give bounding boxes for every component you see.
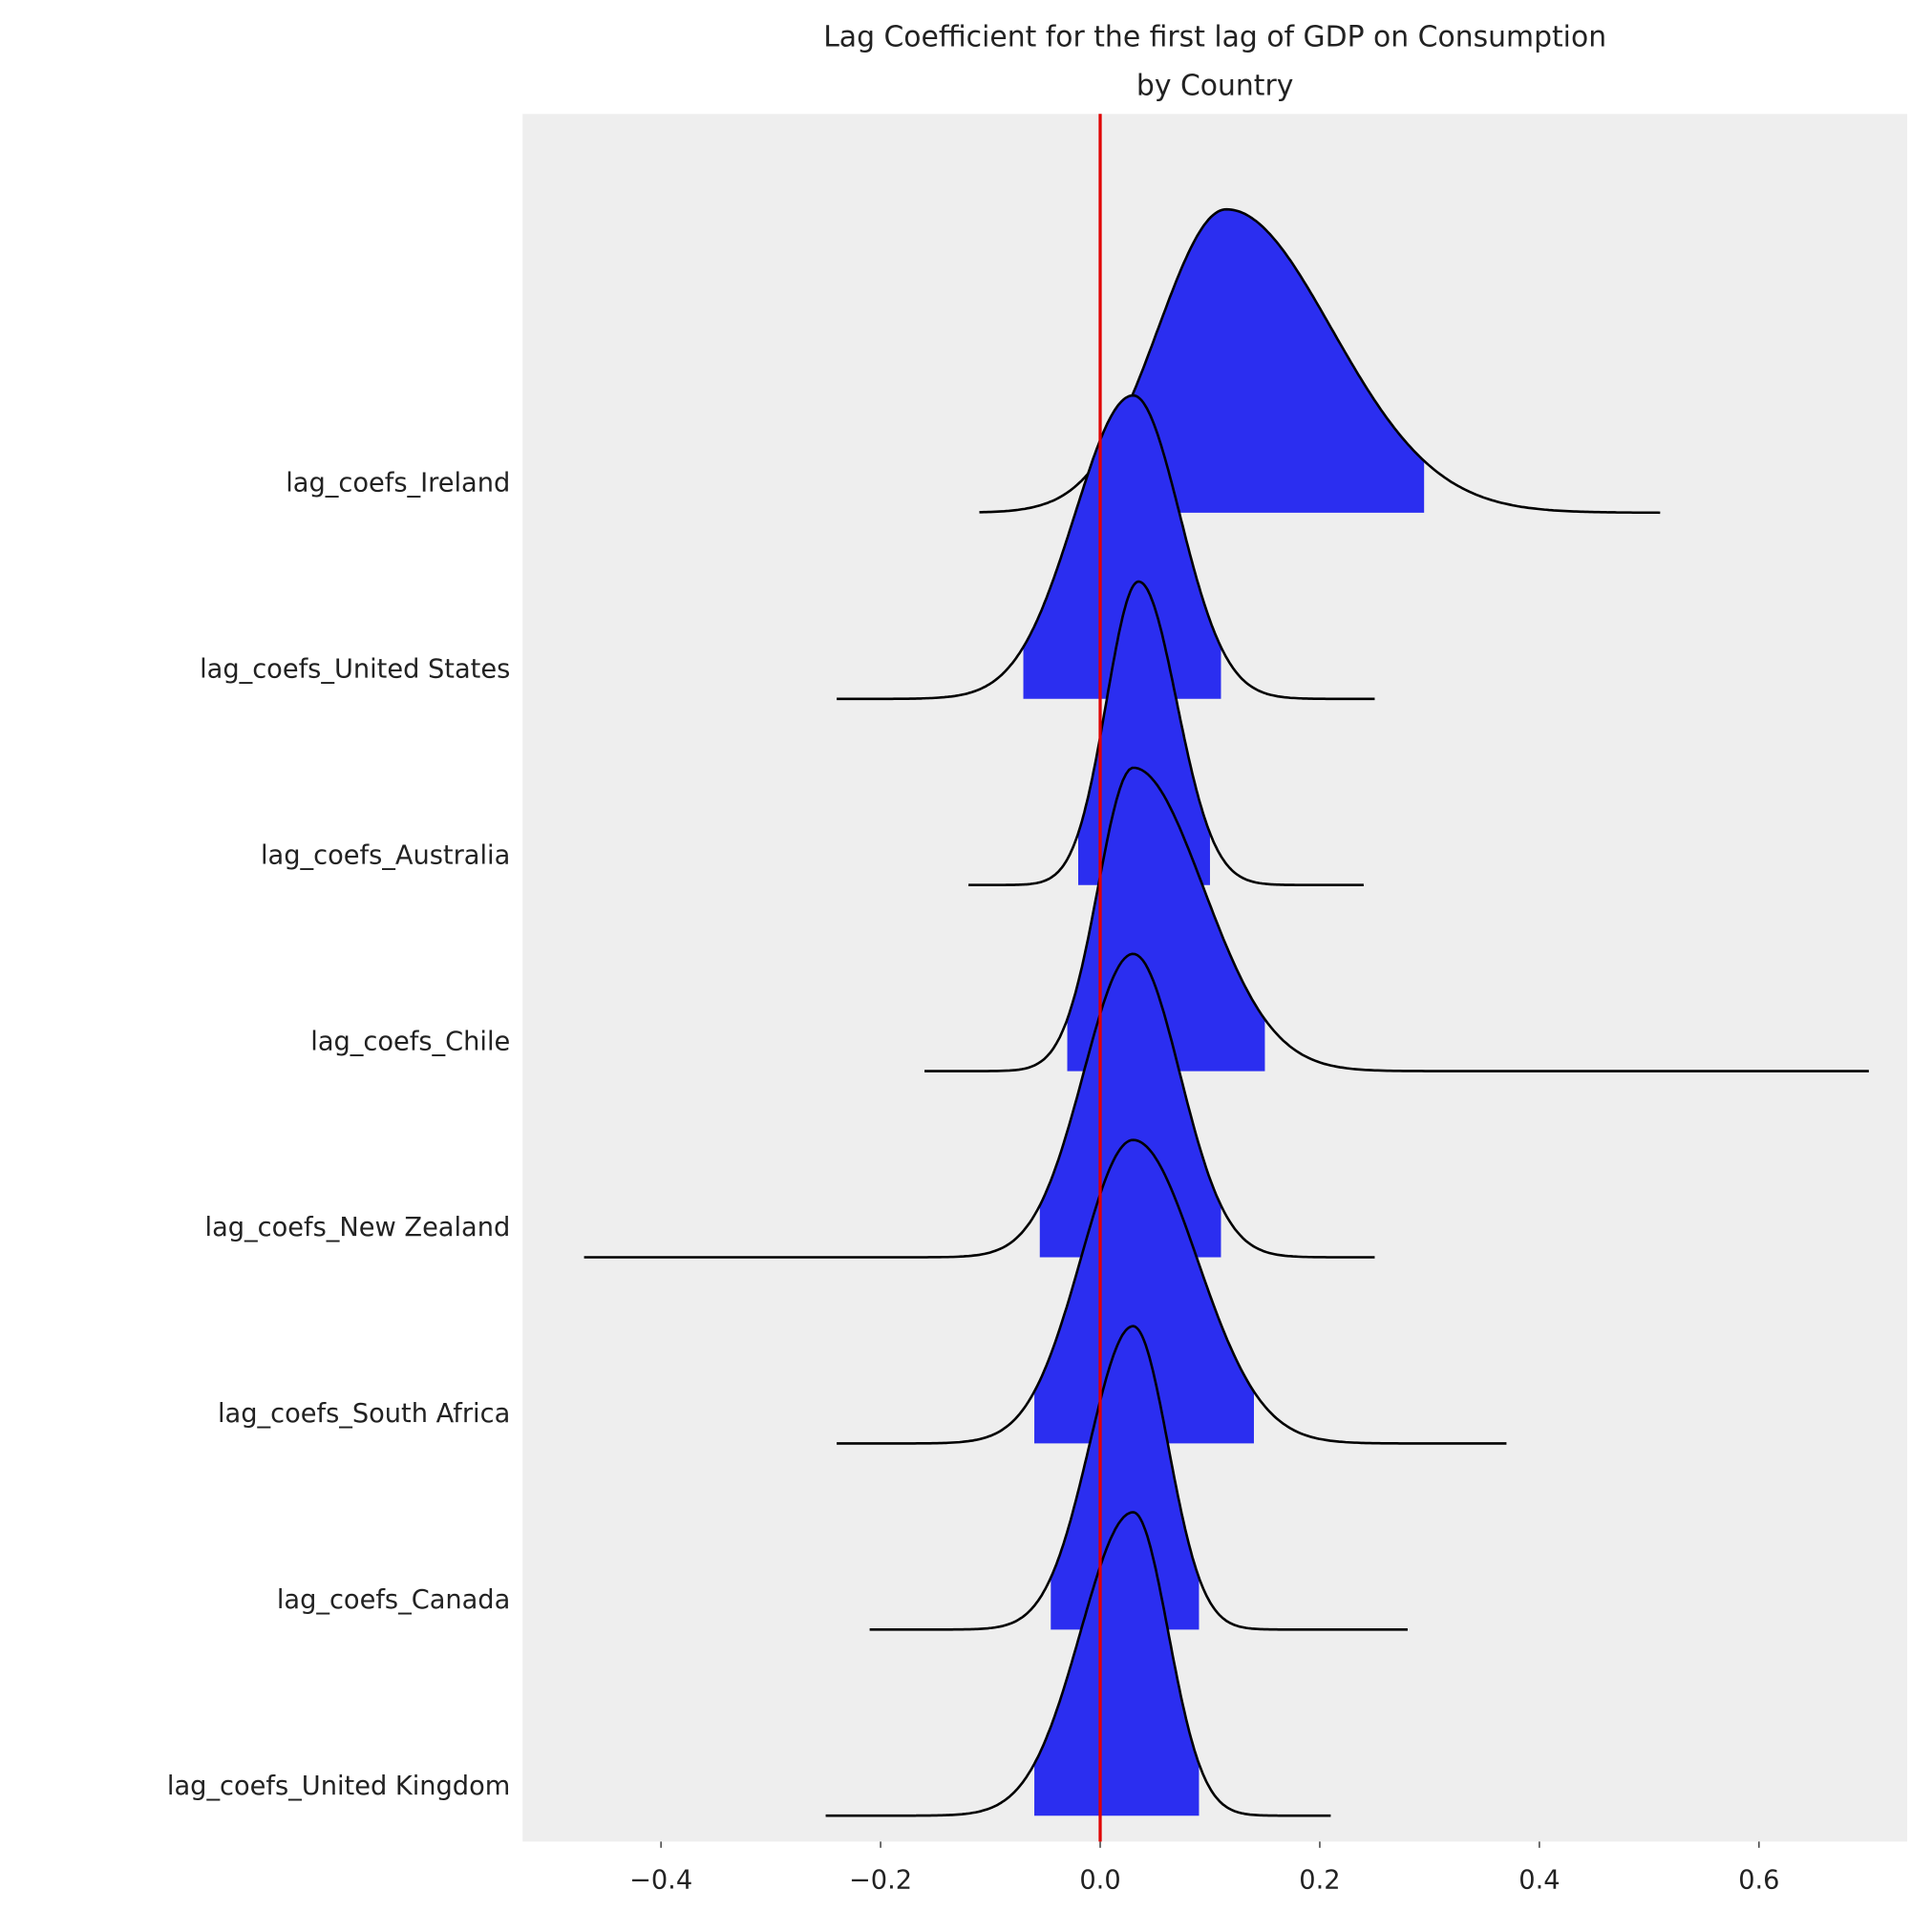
density-outline (968, 580, 1364, 886)
density-outline (825, 1511, 1331, 1817)
density-outline (584, 952, 1375, 1259)
density-outline (924, 766, 1869, 1072)
y-tick-label: lag_coefs_United States (200, 654, 510, 684)
density-outline (837, 1138, 1507, 1445)
x-tick-label: −0.4 (629, 1865, 692, 1895)
y-tick-label: lag_coefs_Canada (277, 1585, 510, 1615)
x-tick-label: −0.2 (849, 1865, 912, 1895)
hdi-area (1097, 209, 1425, 513)
x-tick-label: 0.4 (1518, 1865, 1560, 1895)
chart-title: Lag Coefficient for the first lag of GDP… (823, 21, 1606, 54)
y-tick-label: lag_coefs_Ireland (286, 469, 510, 499)
x-tick-label: 0.2 (1299, 1865, 1340, 1895)
density-outline (837, 393, 1375, 701)
hdi-area (1034, 1139, 1255, 1444)
hdi-area (1023, 395, 1221, 699)
y-tick-label: lag_coefs_United Kingdom (167, 1772, 510, 1801)
x-tick-label: 0.0 (1079, 1865, 1120, 1895)
y-tick-label: lag_coefs_New Zealand (205, 1213, 511, 1242)
y-tick-label: lag_coefs_Australia (261, 840, 510, 870)
y-tick-label: lag_coefs_Chile (310, 1027, 510, 1056)
hdi-area (1034, 1512, 1200, 1816)
hdi-area (1051, 1326, 1200, 1630)
hdi-area (1039, 953, 1221, 1258)
x-tick-label: 0.6 (1738, 1865, 1779, 1895)
y-tick-label: lag_coefs_South Africa (218, 1399, 510, 1429)
chart-title: by Country (1136, 69, 1293, 102)
hdi-area (1077, 581, 1210, 885)
density-outline (869, 1325, 1408, 1631)
